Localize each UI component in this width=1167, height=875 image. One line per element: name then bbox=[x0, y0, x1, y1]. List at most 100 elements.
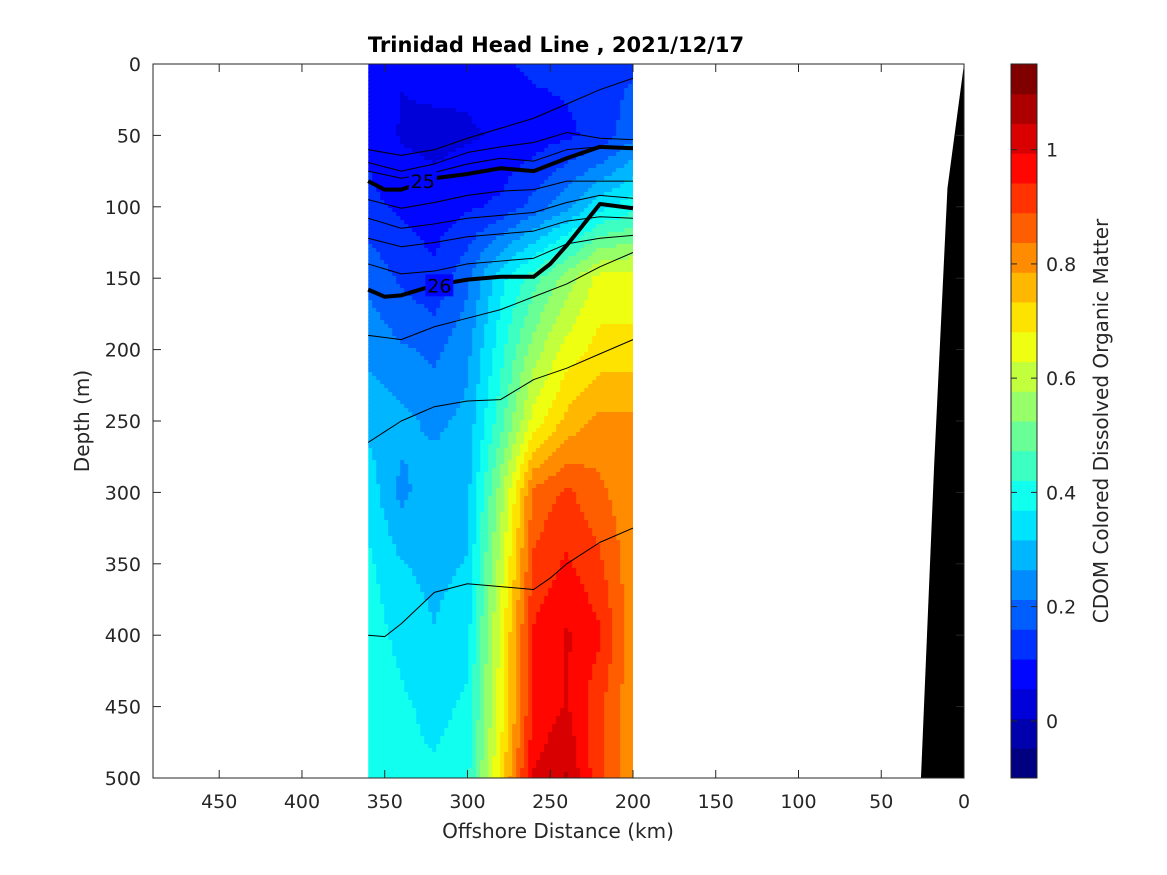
heat-cell bbox=[532, 240, 537, 245]
heat-cell bbox=[496, 268, 501, 273]
heat-cell bbox=[380, 356, 385, 361]
heat-cell bbox=[588, 300, 593, 305]
heat-cell bbox=[412, 72, 417, 77]
heat-cell bbox=[536, 256, 541, 261]
heat-cell bbox=[572, 160, 577, 165]
heat-cell bbox=[508, 324, 513, 329]
heat-cell bbox=[556, 356, 561, 361]
heat-cell bbox=[524, 248, 529, 253]
heat-cell bbox=[540, 232, 545, 237]
heat-cell bbox=[416, 296, 421, 301]
heat-cell bbox=[416, 252, 421, 257]
heat-cell bbox=[568, 184, 573, 189]
heat-cell bbox=[380, 312, 385, 317]
heat-cell bbox=[396, 288, 401, 293]
heat-cell bbox=[516, 224, 521, 229]
heat-cell bbox=[592, 344, 597, 349]
heat-cell bbox=[424, 196, 429, 201]
heat-cell bbox=[388, 248, 393, 253]
heat-cell bbox=[384, 244, 389, 249]
heat-cell bbox=[468, 68, 473, 73]
heat-cell bbox=[632, 320, 633, 325]
heat-cell bbox=[384, 352, 389, 357]
heat-cell bbox=[448, 132, 453, 137]
heat-cell bbox=[612, 324, 617, 329]
heat-cell bbox=[592, 196, 597, 201]
heat-cell bbox=[484, 216, 489, 221]
heat-cell bbox=[556, 324, 561, 329]
heat-cell bbox=[580, 356, 585, 361]
heat-cell bbox=[588, 236, 593, 241]
heat-cell bbox=[560, 148, 565, 153]
heat-cell bbox=[516, 124, 521, 129]
heat-cell bbox=[508, 240, 513, 245]
heat-cell bbox=[476, 116, 481, 121]
heat-cell bbox=[432, 308, 437, 313]
heat-cell bbox=[632, 336, 633, 341]
heat-cell bbox=[612, 80, 617, 85]
heat-cell bbox=[548, 136, 553, 141]
heat-cell bbox=[628, 116, 633, 121]
heat-cell bbox=[372, 356, 377, 361]
heat-cell bbox=[408, 312, 413, 317]
heat-cell bbox=[620, 64, 625, 69]
heat-cell bbox=[468, 204, 473, 209]
heat-cell bbox=[528, 228, 533, 233]
heat-cell bbox=[500, 192, 505, 197]
heat-cell bbox=[548, 200, 553, 205]
heat-cell bbox=[624, 228, 629, 233]
heat-cell bbox=[540, 176, 545, 181]
heat-cell bbox=[376, 248, 381, 253]
heat-cell bbox=[532, 248, 537, 253]
heat-cell bbox=[616, 172, 621, 177]
heat-cell bbox=[524, 356, 529, 361]
heat-cell bbox=[404, 336, 409, 341]
heat-cell bbox=[416, 356, 421, 361]
heat-cell bbox=[520, 320, 525, 325]
heat-cell bbox=[500, 88, 505, 93]
heat-cell bbox=[404, 296, 409, 301]
heat-cell bbox=[412, 156, 417, 161]
heat-cell bbox=[472, 108, 477, 113]
heat-cell bbox=[436, 92, 441, 97]
heat-cell bbox=[400, 276, 405, 281]
heat-cell bbox=[592, 116, 597, 121]
heat-cell bbox=[460, 212, 465, 217]
heat-cell bbox=[376, 252, 381, 257]
heat-cell bbox=[588, 156, 593, 161]
heat-cell bbox=[384, 200, 389, 205]
heat-cell bbox=[432, 316, 437, 321]
heat-cell bbox=[376, 288, 381, 293]
heat-cell bbox=[512, 344, 517, 349]
heat-cell bbox=[492, 164, 497, 169]
heat-cell bbox=[392, 112, 397, 117]
heat-cell bbox=[592, 216, 597, 221]
heat-cell bbox=[540, 200, 545, 205]
heat-cell bbox=[396, 228, 401, 233]
heat-cell bbox=[500, 324, 505, 329]
heat-cell bbox=[584, 192, 589, 197]
heat-cell bbox=[396, 224, 401, 229]
heat-cell bbox=[612, 152, 617, 157]
heat-cell bbox=[376, 188, 381, 193]
heat-cell bbox=[596, 232, 601, 237]
heat-cell bbox=[480, 176, 485, 181]
heat-cell bbox=[556, 120, 561, 125]
heat-cell bbox=[524, 224, 529, 229]
heat-cell bbox=[412, 128, 417, 133]
heat-cell bbox=[424, 252, 429, 257]
heat-cell bbox=[500, 308, 505, 313]
heat-cell bbox=[384, 116, 389, 121]
heat-cell bbox=[388, 312, 393, 317]
heat-cell bbox=[552, 172, 557, 177]
heat-cell bbox=[544, 92, 549, 97]
heat-cell bbox=[472, 296, 477, 301]
heat-cell bbox=[524, 216, 529, 221]
heat-cell bbox=[620, 340, 625, 345]
heat-cell bbox=[404, 68, 409, 73]
heat-cell bbox=[392, 268, 397, 273]
heat-cell bbox=[560, 64, 565, 69]
heat-cell bbox=[496, 88, 501, 93]
heat-cell bbox=[384, 324, 389, 329]
heat-cell bbox=[480, 304, 485, 309]
